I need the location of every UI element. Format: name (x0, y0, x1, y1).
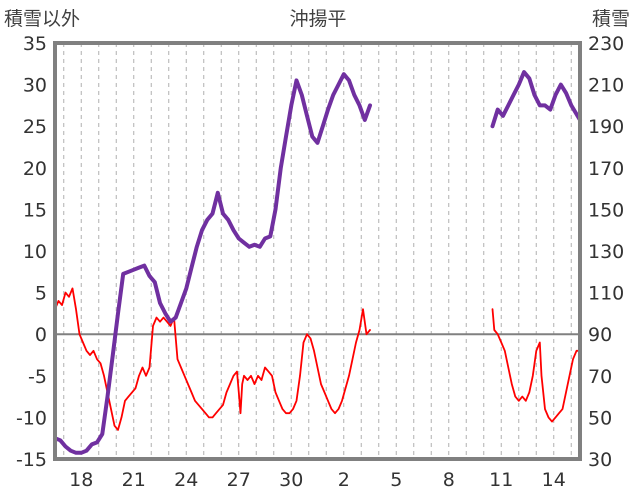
y-right-tick-label: 130 (588, 241, 624, 263)
y-left-tick-label: 10 (23, 241, 47, 263)
y-right-tick-label: 50 (588, 407, 612, 429)
y-right-tick-label: 110 (588, 283, 624, 305)
y-right-tick-label: 230 (588, 33, 624, 55)
y-left-tick-label: 20 (23, 158, 47, 180)
y-left-tick-label: -10 (16, 407, 47, 429)
snow-depth-line (53, 72, 372, 455)
x-tick-label: 14 (542, 469, 566, 491)
x-tick-label: 11 (489, 469, 513, 491)
y-left-tick-label: 35 (23, 33, 47, 55)
y-left-tick-label: 0 (35, 324, 47, 346)
x-tick-label: 2 (338, 469, 350, 491)
snow-depth-line (490, 70, 582, 129)
y-right-tick-label: 70 (588, 366, 612, 388)
axis-ticks: 35302520151050-5-10-15230210190170150130… (16, 33, 624, 491)
series-lines (53, 70, 582, 455)
y-right-tick-label: 190 (588, 116, 624, 138)
chart-title: 沖揚平 (289, 8, 346, 30)
y-left-tick-label: -5 (28, 366, 47, 388)
plot-frame (53, 41, 582, 461)
grid (55, 43, 580, 459)
x-tick-label: 8 (443, 469, 455, 491)
y-left-tick-label: 30 (23, 75, 47, 97)
x-tick-label: 5 (390, 469, 402, 491)
other-series-line (54, 287, 371, 431)
x-tick-label: 27 (227, 469, 251, 491)
left-axis-title: 積雪以外 (4, 8, 80, 30)
y-right-tick-label: 30 (588, 449, 612, 471)
x-tick-label: 18 (69, 469, 93, 491)
y-left-tick-label: 5 (35, 283, 47, 305)
right-axis-title: 積雪 (592, 8, 630, 30)
y-right-tick-label: 170 (588, 158, 624, 180)
y-left-tick-label: 25 (23, 116, 47, 138)
y-left-tick-label: 15 (23, 199, 47, 221)
y-right-tick-label: 90 (588, 324, 612, 346)
y-right-tick-label: 150 (588, 199, 624, 221)
x-tick-label: 21 (122, 469, 146, 491)
x-tick-label: 30 (279, 469, 303, 491)
y-right-tick-label: 210 (588, 75, 624, 97)
x-tick-label: 24 (174, 469, 198, 491)
y-left-tick-label: -15 (16, 449, 47, 471)
other-series-line (491, 308, 581, 423)
